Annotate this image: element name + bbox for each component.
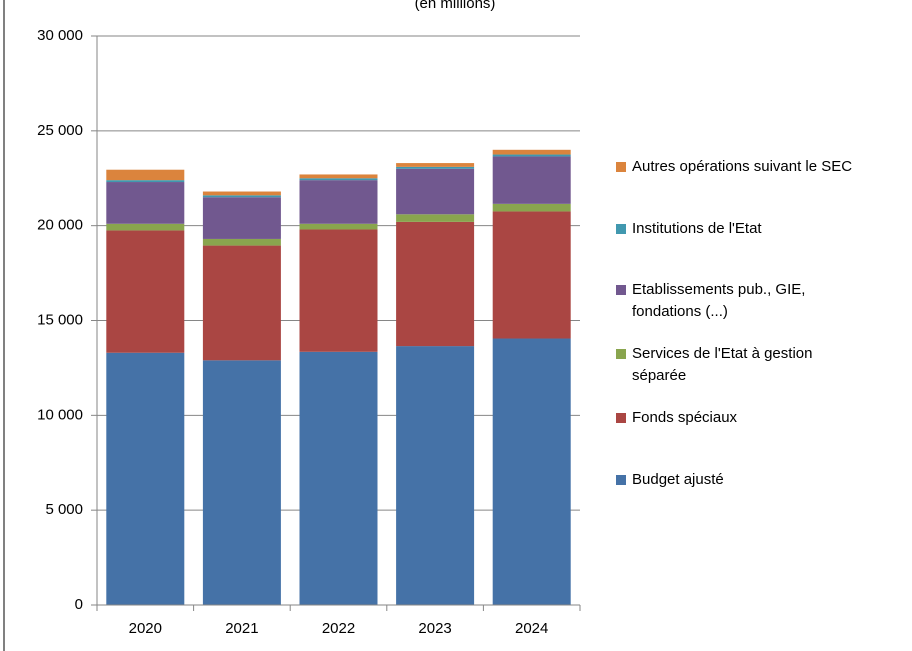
y-tick-label: 25 000 (37, 122, 83, 139)
bar-segment (396, 163, 475, 167)
bar-segment (299, 180, 378, 224)
x-tick-label: 2021 (225, 620, 258, 637)
bar-segment (492, 149, 571, 155)
legend-swatch (616, 224, 626, 234)
bar-segment (202, 197, 281, 239)
legend-label: Fonds spéciaux (632, 409, 738, 426)
legend-label: Institutions de l'Etat (632, 220, 762, 237)
legend-swatch (616, 162, 626, 172)
y-tick-label: 5 000 (45, 501, 83, 518)
bar-segment (202, 360, 281, 605)
legend-swatch (616, 475, 626, 485)
legend-label: Etablissements pub., GIE, fondations (..… (632, 281, 806, 320)
bar-segment (492, 203, 571, 212)
legend-item: Institutions de l'Etat (616, 218, 856, 240)
bar-segment (396, 166, 475, 169)
bar-segment (106, 180, 185, 183)
bar-segment (106, 169, 185, 181)
legend-item: Services de l'Etat à gestion séparée (616, 343, 856, 387)
bar-segment (396, 214, 475, 222)
bar-segment (202, 245, 281, 361)
x-tick-label: 2020 (129, 620, 162, 637)
bar-segment (299, 174, 378, 179)
x-tick-label: 2024 (515, 620, 548, 637)
bar-segment (299, 351, 378, 605)
bar-segment (106, 352, 185, 605)
bar-segment (492, 154, 571, 157)
y-tick-label: 30 000 (37, 27, 83, 44)
bar-segment (492, 156, 571, 204)
legend-item: Autres opérations suivant le SEC (616, 156, 856, 178)
x-tick-label: 2022 (322, 620, 355, 637)
legend-item: Fonds spéciaux (616, 407, 856, 429)
y-tick-label: 15 000 (37, 311, 83, 328)
bar-segment (299, 223, 378, 230)
legend-swatch (616, 349, 626, 359)
x-tick-label: 2023 (418, 620, 451, 637)
legend-label: Autres opérations suivant le SEC (632, 158, 853, 175)
chart-subtitle: (en millions) (415, 0, 496, 12)
legend-item: Budget ajusté (616, 469, 856, 491)
bar-segment (202, 191, 281, 196)
bar-segment (202, 238, 281, 246)
y-tick-label: 0 (75, 596, 83, 613)
legend-item: Etablissements pub., GIE, fondations (..… (616, 279, 856, 323)
bar-segment (106, 223, 185, 231)
legend-label: Budget ajusté (632, 471, 724, 488)
bar-segment (299, 229, 378, 352)
bar-segment (396, 168, 475, 215)
bar-segment (396, 221, 475, 347)
legend-swatch (616, 413, 626, 423)
bar-segment (299, 178, 378, 181)
bar-segment (396, 346, 475, 605)
bar-segment (492, 211, 571, 339)
bar-segment (106, 182, 185, 224)
legend-swatch (616, 285, 626, 295)
y-tick-label: 10 000 (37, 406, 83, 423)
bar-segment (106, 230, 185, 353)
y-tick-label: 20 000 (37, 217, 83, 234)
bar-segment (492, 338, 571, 605)
legend-label: Services de l'Etat à gestion séparée (632, 345, 813, 384)
bar-segment (202, 195, 281, 198)
